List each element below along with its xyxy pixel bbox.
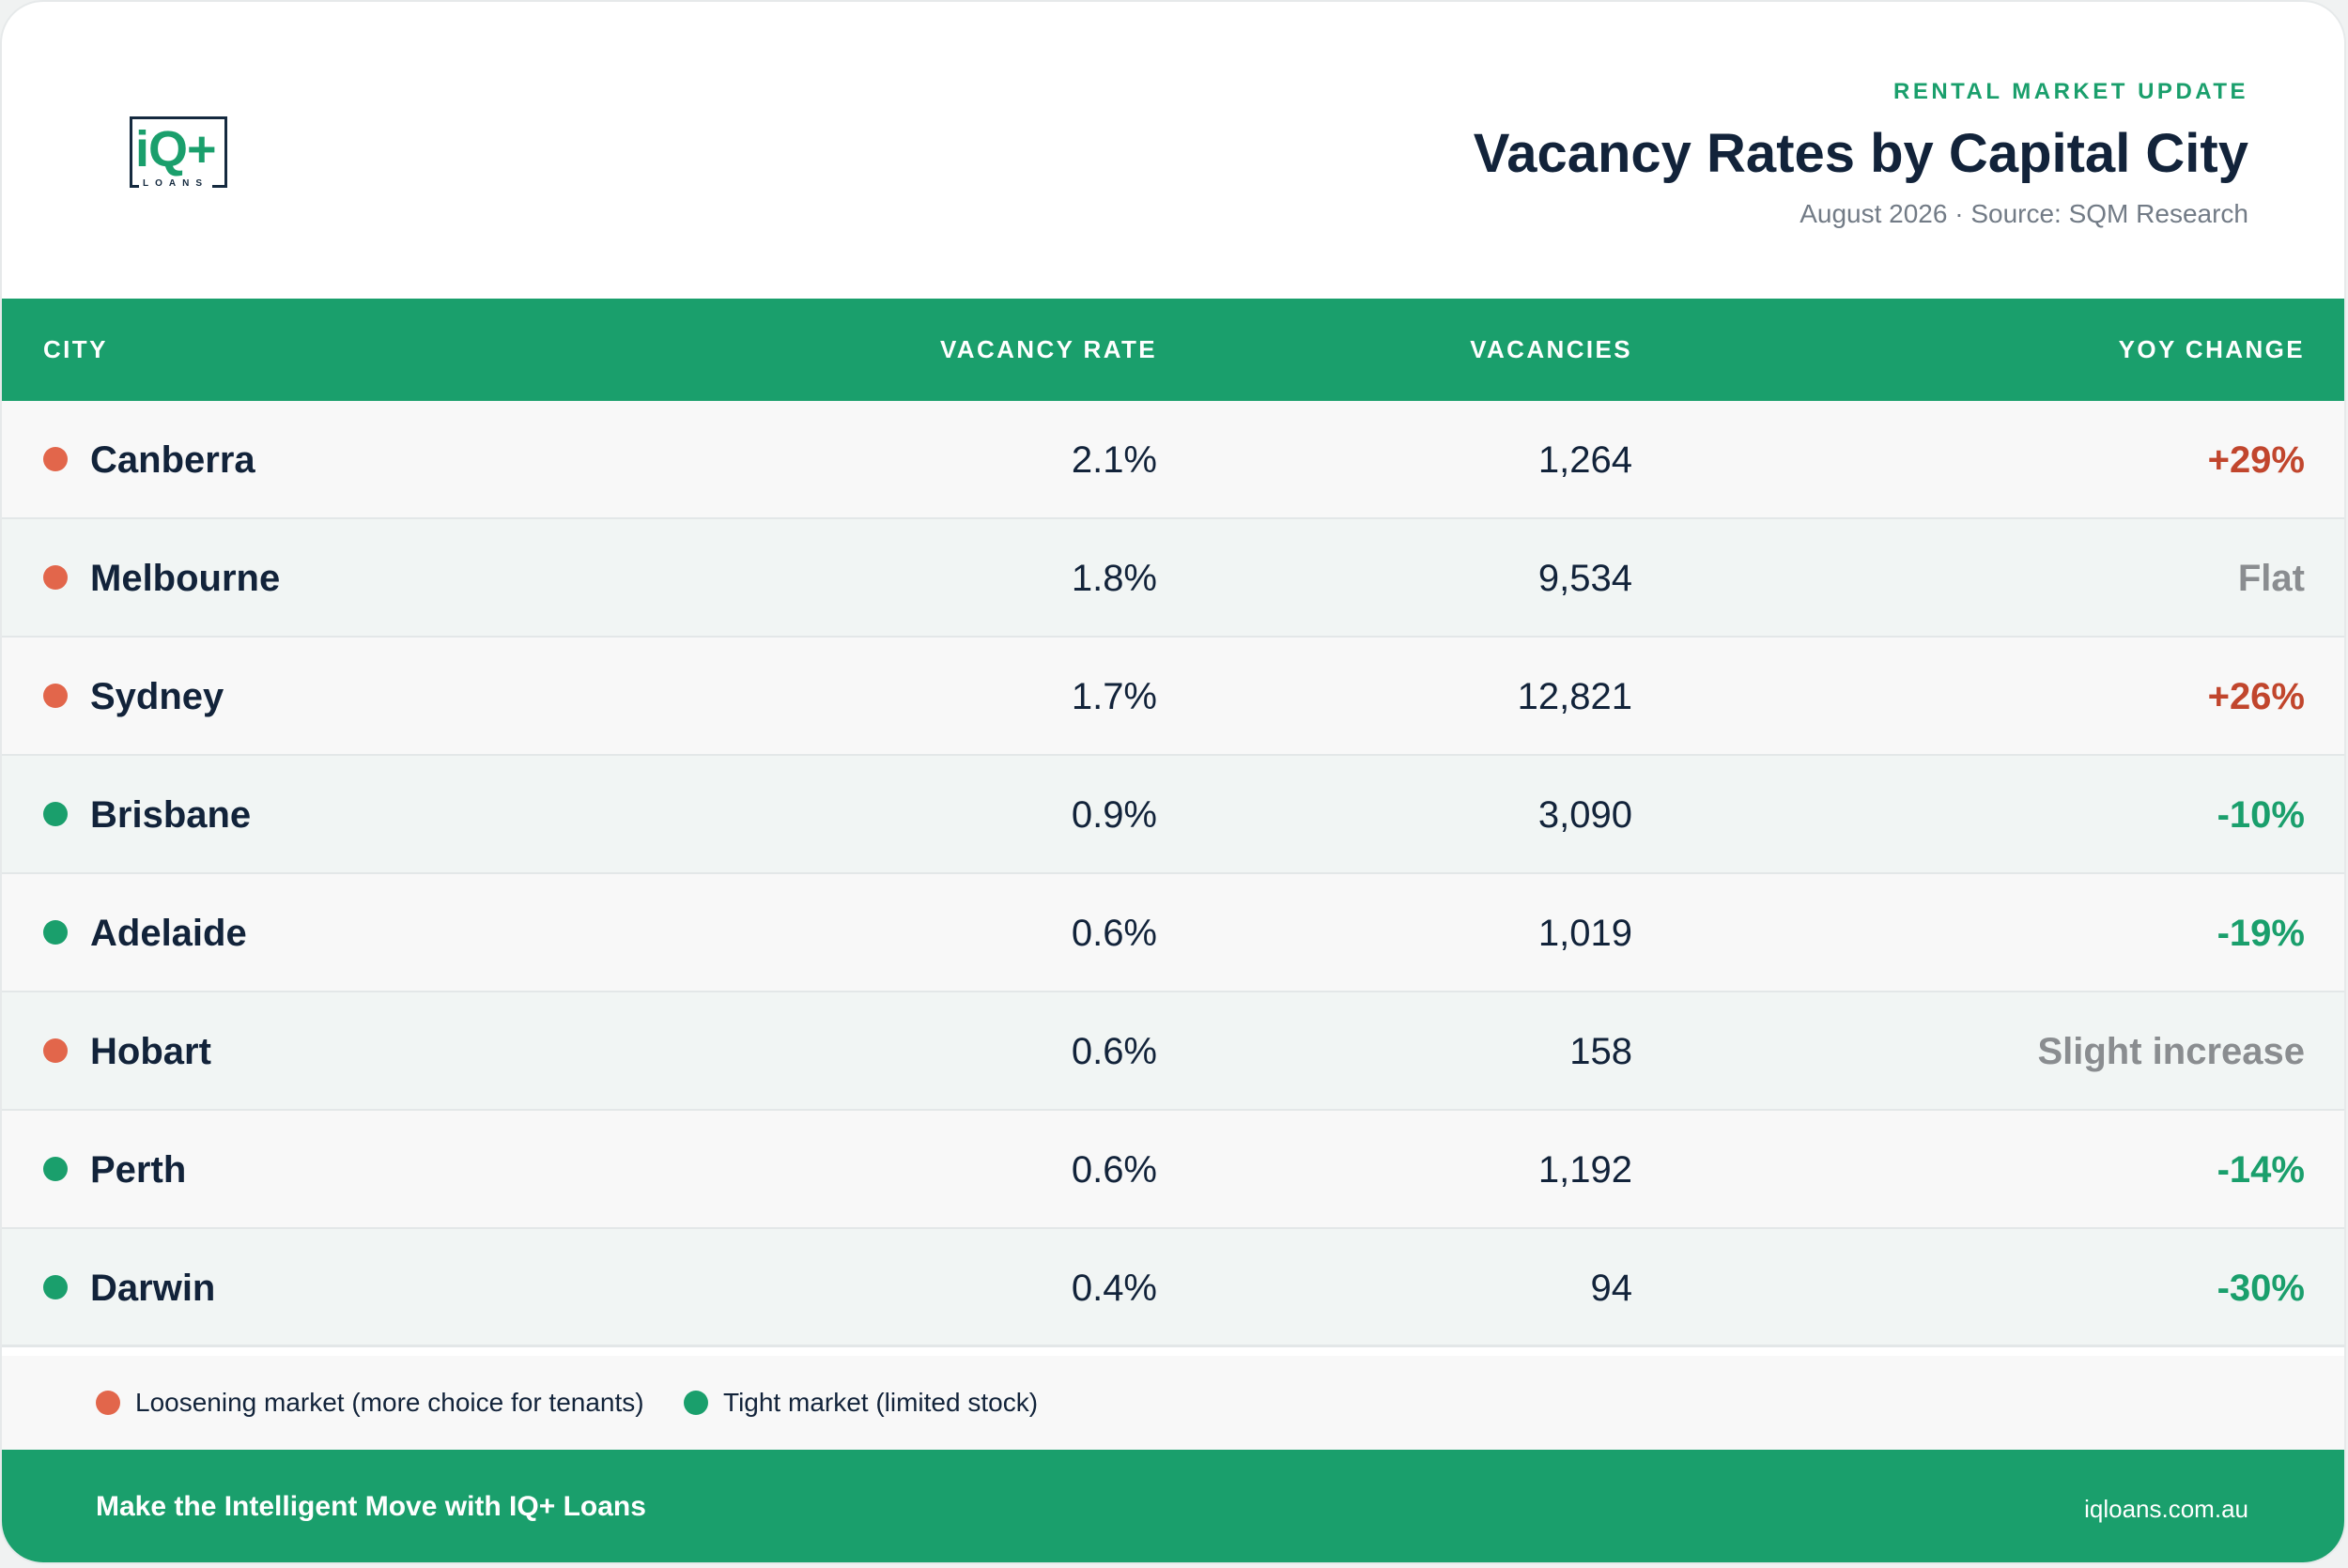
footer-url[interactable]: iqloans.com.au — [2084, 1495, 2248, 1523]
cell-city: Perth — [90, 1149, 187, 1191]
cell-vacancies: 158 — [1569, 1031, 1632, 1072]
cell-vacancy-rate: 0.6% — [1071, 913, 1157, 954]
legend-item-loosening: Loosening market (more choice for tenant… — [96, 1356, 644, 1450]
market-status-dot-icon — [43, 920, 68, 945]
table-row: Melbourne 1.8% 9,534 Flat — [2, 519, 2344, 638]
cell-yoy-change: -30% — [2217, 1268, 2305, 1309]
cell-vacancy-rate: 2.1% — [1071, 439, 1157, 481]
cell-vacancy-rate: 0.6% — [1071, 1031, 1157, 1072]
market-status-dot-icon — [43, 1038, 68, 1063]
legend: Loosening market (more choice for tenant… — [2, 1356, 2344, 1450]
cell-yoy-change: +26% — [2207, 676, 2305, 717]
cell-city: Canberra — [90, 439, 255, 481]
market-status-dot-icon — [43, 684, 68, 708]
cell-city: Adelaide — [90, 913, 247, 954]
cell-city: Sydney — [90, 676, 224, 717]
cell-vacancies: 94 — [1590, 1268, 1633, 1309]
cell-vacancies: 1,019 — [1537, 913, 1632, 954]
table-row: Perth 0.6% 1,192 -14% — [2, 1111, 2344, 1229]
legend-item-tight: Tight market (limited stock) — [684, 1356, 1038, 1450]
legend-label-loosening: Loosening market (more choice for tenant… — [135, 1388, 644, 1417]
cell-yoy-change: -19% — [2217, 913, 2305, 954]
header: iQ+ LOANS RENTAL MARKET UPDATE Vacancy R… — [2, 2, 2344, 299]
cell-yoy-change: Flat — [2237, 558, 2305, 599]
column-header-yoy-change: YOY CHANGE — [2118, 335, 2305, 363]
column-header-vacancies: VACANCIES — [1470, 335, 1632, 363]
cell-yoy-change: Slight increase — [2037, 1031, 2305, 1072]
cell-yoy-change: +29% — [2207, 439, 2305, 481]
cell-vacancy-rate: 0.6% — [1071, 1149, 1157, 1191]
market-status-dot-icon — [43, 1274, 68, 1299]
page-subtitle: August 2026 · Source: SQM Research — [1800, 199, 2248, 228]
cell-city: Melbourne — [90, 558, 281, 599]
footer-tagline: Make the Intelligent Move with IQ+ Loans — [96, 1491, 646, 1522]
table-row: Hobart 0.6% 158 Slight increase — [2, 992, 2344, 1111]
cell-vacancies: 3,090 — [1537, 794, 1632, 836]
tight-dot-icon — [684, 1390, 708, 1415]
cell-vacancy-rate: 1.8% — [1071, 558, 1157, 599]
loosening-dot-icon — [96, 1390, 120, 1415]
table-row: Brisbane 0.9% 3,090 -10% — [2, 756, 2344, 874]
table-body: Canberra 2.1% 1,264 +29% Melbourne 1.8% 9,534 F… — [2, 401, 2344, 1347]
logo-mark: iQ+ — [135, 121, 218, 177]
cell-city: Hobart — [90, 1031, 211, 1072]
table-row: Darwin 0.4% 94 -30% — [2, 1229, 2344, 1347]
table-row: Sydney 1.7% 12,821 +26% — [2, 638, 2344, 756]
cell-vacancy-rate: 1.7% — [1071, 676, 1157, 717]
legend-label-tight: Tight market (limited stock) — [723, 1388, 1039, 1417]
cell-vacancies: 1,192 — [1537, 1149, 1632, 1191]
brand-logo: iQ+ LOANS — [130, 116, 235, 192]
column-header-city: CITY — [43, 335, 108, 363]
page-title: Vacancy Rates by Capital City — [1473, 123, 2248, 184]
column-header-vacancy-rate: VACANCY RATE — [939, 335, 1157, 363]
table-row: Adelaide 0.6% 1,019 -19% — [2, 874, 2344, 992]
table-row: Canberra 2.1% 1,264 +29% — [2, 401, 2344, 519]
logo-subtext: LOANS — [139, 178, 212, 189]
cell-vacancy-rate: 0.4% — [1071, 1268, 1157, 1309]
cell-vacancies: 1,264 — [1537, 439, 1632, 481]
cell-vacancies: 12,821 — [1517, 676, 1632, 717]
cell-city: Brisbane — [90, 794, 252, 836]
market-status-dot-icon — [43, 565, 68, 590]
market-status-dot-icon — [43, 1157, 68, 1181]
cell-vacancies: 9,534 — [1537, 558, 1632, 599]
cell-city: Darwin — [90, 1268, 216, 1309]
market-status-dot-icon — [43, 447, 68, 471]
cell-yoy-change: -14% — [2217, 1149, 2305, 1191]
cell-vacancy-rate: 0.9% — [1071, 794, 1157, 836]
eyebrow-label: RENTAL MARKET UPDATE — [1893, 79, 2248, 104]
footer: Make the Intelligent Move with IQ+ Loans… — [2, 1450, 2344, 1562]
cell-yoy-change: -10% — [2217, 794, 2305, 836]
market-status-dot-icon — [43, 802, 68, 826]
table-header: CITY VACANCY RATE VACANCIES YOY CHANGE — [2, 299, 2344, 401]
